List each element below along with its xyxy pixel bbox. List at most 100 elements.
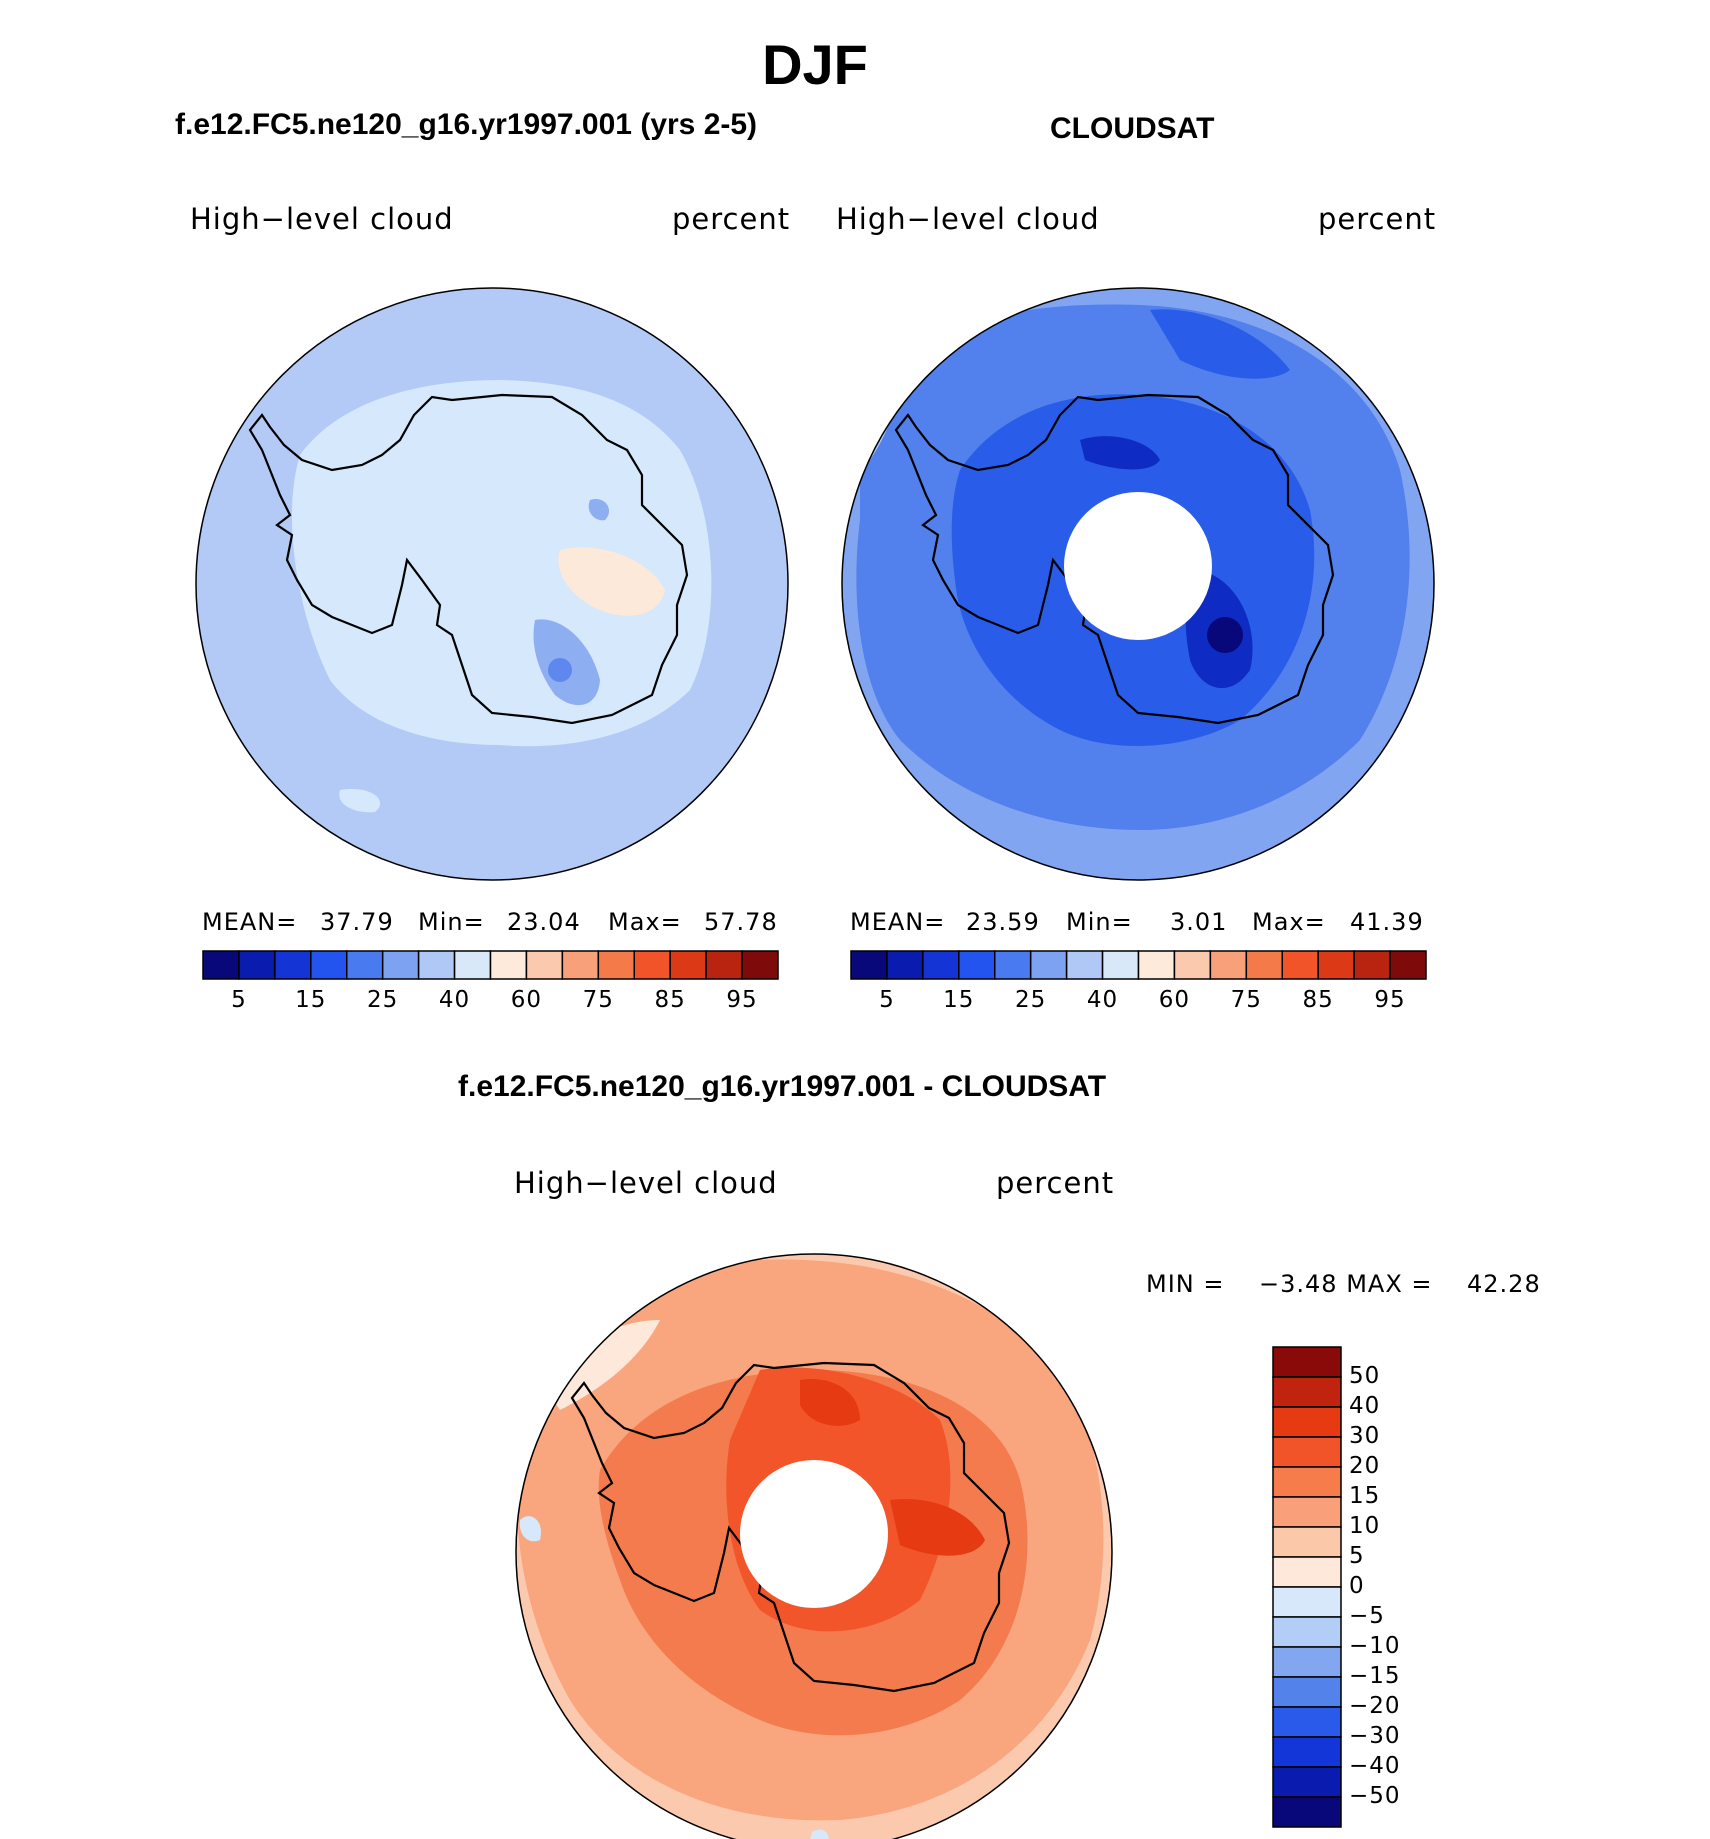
diff-colorbar-swatch	[1272, 1376, 1342, 1408]
diff-colorbar-tick-label: −50	[1349, 1783, 1401, 1809]
diff-colorbar-tick-label: 50	[1349, 1363, 1381, 1389]
model-map-border	[195, 287, 789, 881]
diff-colorbar-swatch	[1272, 1676, 1342, 1708]
obs-colorbar-swatch	[850, 950, 888, 980]
obs-panel-title: CLOUDSAT	[1050, 112, 1215, 145]
obs-max-label: Max=	[1252, 908, 1326, 936]
diff-colorbar-tick-label: −15	[1349, 1663, 1401, 1689]
diff-colorbar-tick-label: 40	[1349, 1393, 1381, 1419]
obs-colorbar-tick-label: 25	[1015, 987, 1047, 1013]
obs-colorbar-swatch	[1137, 950, 1176, 980]
obs-map-border	[841, 287, 1435, 881]
diff-colorbar-tick-label: 15	[1349, 1483, 1381, 1509]
obs-colorbar-swatch	[886, 950, 924, 980]
model-colorbar-tick-label: 75	[582, 987, 614, 1013]
model-mean-label: MEAN=	[202, 908, 298, 936]
obs-colorbar-swatch	[994, 950, 1032, 980]
diff-minmax-line: MIN = −3.48 MAX = 42.28	[1146, 1270, 1541, 1298]
diff-colorbar-tick-label: −20	[1349, 1693, 1401, 1719]
obs-colorbar-swatch	[1245, 950, 1283, 980]
obs-colorbar-swatch	[1209, 950, 1248, 980]
model-colorbar-tick-label: 95	[726, 987, 758, 1013]
model-colorbar-swatch	[238, 950, 276, 980]
diff-north-patch	[800, 1379, 860, 1426]
obs-mean-label: MEAN=	[850, 908, 946, 936]
model-colorbar-tick-label: 25	[367, 987, 399, 1013]
diff-colorbar-swatch	[1272, 1736, 1342, 1768]
model-colorbar-swatch	[489, 950, 528, 980]
obs-colorbar-tick-label: 85	[1302, 987, 1334, 1013]
obs-colorbar-tick-label: 5	[879, 987, 895, 1013]
diff-colorbar-tick-label: 30	[1349, 1423, 1381, 1449]
diff-colorbar-swatch	[1272, 1436, 1342, 1468]
model-colorbar-tick-label: 60	[510, 987, 543, 1013]
model-colorbar-swatch	[597, 950, 635, 980]
obs-colorbar-tick-label: 40	[1086, 987, 1119, 1013]
diff-colorbar	[1272, 1346, 1342, 1828]
model-colorbar-swatch	[561, 950, 600, 980]
diff-colorbar-tick-label: 5	[1349, 1543, 1365, 1569]
diff-pole-hole	[740, 1460, 888, 1608]
model-colorbar-swatch	[741, 950, 779, 980]
model-colorbar	[202, 950, 779, 980]
diff-min-label: MIN =	[1146, 1270, 1225, 1298]
model-colorbar-swatch	[453, 950, 492, 980]
obs-colorbar-swatch	[1173, 950, 1212, 980]
diff-blue-spot	[519, 1516, 541, 1542]
obs-north-patch	[1150, 309, 1290, 379]
model-light-spot	[339, 789, 381, 813]
diff-max-value: 42.28	[1467, 1270, 1541, 1298]
obs-colorbar-swatch	[1317, 950, 1355, 980]
model-colorbar-tick-label: 40	[438, 987, 471, 1013]
obs-colorbar-tick-label: 15	[943, 987, 975, 1013]
diff-max-label: MAX =	[1346, 1270, 1433, 1298]
obs-colorbar-tick-label: 75	[1230, 987, 1262, 1013]
obs-colorbar	[850, 950, 1427, 980]
model-variable-label: High−level cloud	[190, 202, 454, 236]
diff-colorbar-tick-label: −30	[1349, 1723, 1401, 1749]
model-colorbar-tick-label: 5	[231, 987, 247, 1013]
model-max-value: 57.78	[704, 908, 778, 936]
obs-units-label: percent	[1318, 202, 1437, 236]
model-colorbar-swatch	[381, 950, 420, 980]
obs-pole-hole	[1064, 492, 1212, 640]
obs-variable-label: High−level cloud	[836, 202, 1100, 236]
diff-colorbar-tick-label: −40	[1349, 1753, 1401, 1779]
model-colorbar-swatch	[202, 950, 240, 980]
model-min-value: 23.04	[507, 908, 581, 936]
obs-min-label: Min=	[1066, 908, 1133, 936]
model-colorbar-swatch	[525, 950, 564, 980]
model-units-label: percent	[672, 202, 791, 236]
model-warm-patch	[558, 547, 665, 616]
diff-colorbar-swatch	[1272, 1496, 1342, 1528]
obs-mean-value: 23.59	[966, 908, 1040, 936]
model-colorbar-swatch	[705, 950, 743, 980]
obs-colorbar-tick-label: 60	[1158, 987, 1191, 1013]
model-colorbar-swatch	[417, 950, 456, 980]
obs-colorbar-swatch	[1101, 950, 1140, 980]
model-colorbar-swatch	[633, 950, 671, 980]
diff-colorbar-swatch	[1272, 1556, 1342, 1588]
diff-colorbar-swatch	[1272, 1526, 1342, 1558]
obs-dark-patch	[1080, 436, 1160, 470]
diff-map	[515, 1253, 1113, 1839]
obs-colorbar-tick-label: 95	[1374, 987, 1406, 1013]
model-colorbar-swatch	[274, 950, 312, 980]
model-colorbar-tick-label: 85	[654, 987, 686, 1013]
model-colorbar-tick-label: 15	[295, 987, 327, 1013]
model-dark-core	[548, 658, 572, 682]
diff-colorbar-tick-label: 20	[1349, 1453, 1381, 1479]
difference-panel-title: f.e12.FC5.ne120_g16.yr1997.001 - CLOUDSA…	[458, 1070, 1107, 1103]
obs-colorbar-swatch	[1281, 950, 1319, 980]
diff-colorbar-swatch	[1272, 1346, 1342, 1378]
obs-min-value: 3.01	[1170, 908, 1228, 936]
model-mean-value: 37.79	[320, 908, 394, 936]
diff-colorbar-tick-label: 0	[1349, 1573, 1365, 1599]
model-max-label: Max=	[608, 908, 682, 936]
diff-blue-spot-south	[808, 1829, 829, 1839]
obs-colorbar-swatch	[958, 950, 996, 980]
diff-pale-patch	[540, 1320, 660, 1410]
obs-colorbar-swatch	[1353, 950, 1391, 980]
model-colorbar-swatch	[669, 950, 707, 980]
